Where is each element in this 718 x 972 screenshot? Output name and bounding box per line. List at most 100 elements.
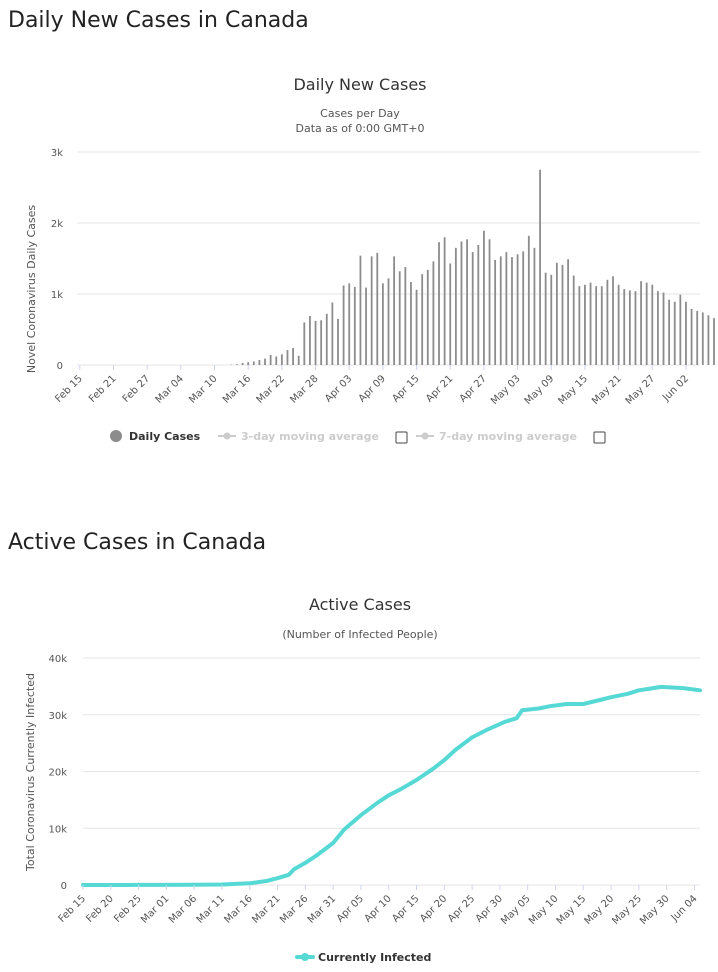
bar <box>477 245 480 365</box>
x-tick-label: Apr 27 <box>458 373 489 404</box>
bar <box>567 259 570 365</box>
bar <box>454 247 457 365</box>
bar <box>376 252 379 365</box>
bar <box>247 362 250 365</box>
x-tick-label: Feb 25 <box>112 893 144 925</box>
legend-item-currently-infected[interactable]: Currently Infected <box>295 951 431 964</box>
legend-label-daily: Daily Cases <box>129 430 201 443</box>
bar <box>438 242 440 365</box>
bar <box>471 252 474 365</box>
y-axis-ticks: 0 10k 20k 30k 40k <box>48 654 67 892</box>
x-tick-label: Jun 02 <box>660 373 691 404</box>
y-axis-ticks: 0 1k 2k 3k <box>51 148 63 372</box>
x-tick-label: May 30 <box>638 893 672 927</box>
bar <box>595 286 598 365</box>
bar <box>679 294 682 365</box>
y-tick-label: 2k <box>51 219 63 230</box>
bar <box>640 281 642 365</box>
x-tick-label: Feb 15 <box>53 373 85 405</box>
bar <box>258 360 261 365</box>
bar <box>426 269 429 365</box>
x-tick-label: Feb 21 <box>87 373 119 405</box>
bar <box>584 284 586 365</box>
bar <box>578 286 581 365</box>
y-tick-label: 40k <box>48 654 67 665</box>
checkbox-7day[interactable] <box>593 431 606 444</box>
bar <box>236 364 238 365</box>
bar <box>466 239 468 365</box>
bar <box>252 361 255 365</box>
bar <box>241 362 244 365</box>
bar <box>612 276 614 365</box>
bar <box>398 271 401 365</box>
bar <box>337 318 339 365</box>
bar <box>499 256 502 365</box>
bar <box>353 286 356 365</box>
bar <box>286 350 289 365</box>
legend-item-daily-cases[interactable]: Daily Cases <box>110 430 201 443</box>
x-tick-label: Mar 28 <box>288 373 320 405</box>
bar <box>410 281 412 365</box>
x-tick-label: May 05 <box>499 893 533 927</box>
bar <box>662 292 665 365</box>
y-tick-label: 30k <box>48 711 67 722</box>
legend-label-3day: 3-day moving average <box>241 430 379 443</box>
bar <box>421 274 424 365</box>
bar <box>275 356 278 365</box>
x-tick-label: May 15 <box>556 373 590 407</box>
bar <box>511 257 513 365</box>
bar <box>628 290 631 365</box>
x-tick-label: Mar 22 <box>255 373 287 405</box>
x-tick-label: May 03 <box>489 373 523 407</box>
bar <box>522 251 525 365</box>
bar <box>550 274 553 365</box>
bar <box>381 283 384 365</box>
chart-title: Active Cases <box>309 595 411 614</box>
chart-title: Daily New Cases <box>293 75 426 94</box>
legend-marker-infected <box>301 953 309 961</box>
bar <box>348 283 351 365</box>
x-tick-label: May 21 <box>590 373 624 407</box>
legend-marker-3day <box>223 432 231 440</box>
bar <box>561 264 564 365</box>
bar <box>303 322 306 365</box>
x-tick-label: Mar 26 <box>278 893 310 925</box>
legend-item-3day-average[interactable]: 3-day moving average <box>218 430 379 443</box>
bar <box>292 347 294 365</box>
x-tick-label: Apr 03 <box>323 373 354 404</box>
bar <box>572 275 575 365</box>
bar <box>527 235 530 365</box>
section-title-active-cases: Active Cases in Canada <box>8 530 267 555</box>
x-tick-label: Apr 21 <box>424 373 455 404</box>
x-tick-label: May 25 <box>610 893 644 927</box>
bar <box>264 358 266 365</box>
bar <box>589 282 592 365</box>
bar <box>623 289 626 365</box>
x-tick-label: Mar 04 <box>154 373 186 405</box>
bar <box>634 291 637 365</box>
bar <box>533 247 536 365</box>
bar <box>280 354 283 365</box>
bar <box>713 318 715 365</box>
x-axis-ticks: Feb 15 Feb 21 Feb 27 Mar 04 Mar 10 Mar 16 Mar … <box>53 365 691 407</box>
x-tick-label: May 20 <box>583 893 617 927</box>
legend-item-7day-average[interactable]: 7-day moving average <box>416 430 577 443</box>
checkbox-3day[interactable] <box>395 431 408 444</box>
bar <box>309 316 311 365</box>
legend-label-7day: 7-day moving average <box>439 430 577 443</box>
bar <box>606 279 609 365</box>
chart-subtitle-line1: Cases per Day <box>320 107 400 120</box>
x-tick-label: Jun 04 <box>669 893 700 924</box>
bar <box>370 256 373 365</box>
bar <box>701 312 704 365</box>
bar <box>685 301 687 365</box>
x-tick-label: Feb 20 <box>84 893 116 925</box>
bar <box>651 284 654 365</box>
chart-subtitle-line2: Data as of 0:00 GMT+0 <box>296 122 425 135</box>
bar <box>331 302 334 365</box>
bar <box>443 237 446 365</box>
bar <box>696 311 699 365</box>
bar <box>342 285 345 365</box>
x-tick-label: Apr 09 <box>357 373 388 404</box>
